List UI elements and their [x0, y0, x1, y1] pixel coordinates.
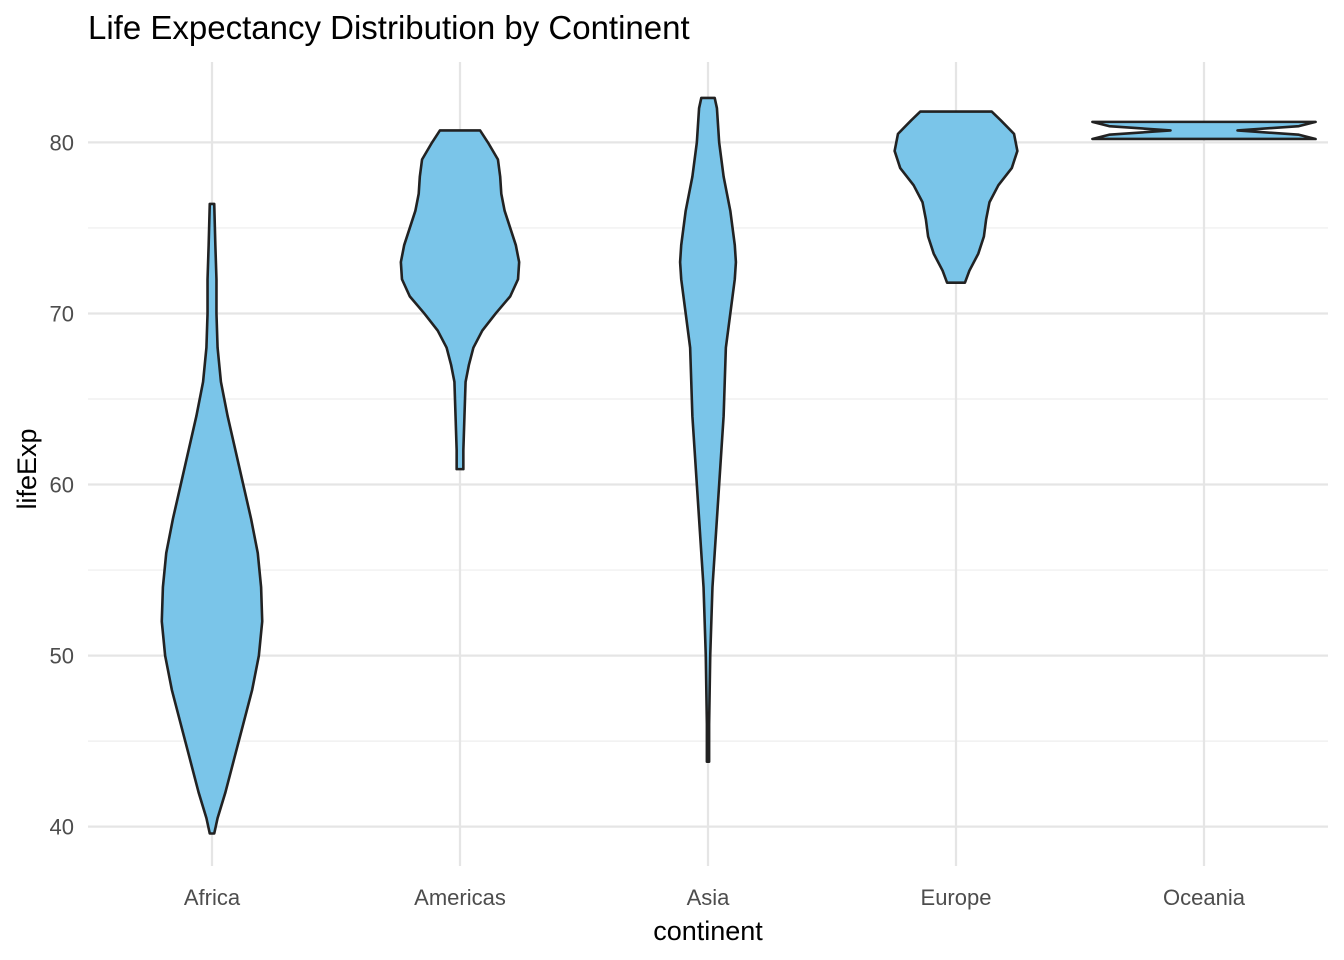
violin-oceania [1091, 120, 1317, 141]
x-tick-label: Africa [184, 885, 241, 910]
violin-americas [399, 129, 521, 471]
x-tick-label: Oceania [1163, 885, 1246, 910]
x-tick-label: Europe [921, 885, 992, 910]
y-tick-label: 70 [50, 301, 74, 326]
chart-title: Life Expectancy Distribution by Continen… [88, 9, 690, 46]
y-tick-label: 50 [50, 644, 74, 669]
x-axis-ticks: Africa Americas Asia Europe Oceania [184, 885, 1246, 910]
violin-africa [160, 202, 264, 835]
y-tick-label: 40 [50, 815, 74, 840]
violin-europe [893, 110, 1019, 284]
x-tick-label: Americas [414, 885, 506, 910]
y-tick-label: 80 [50, 130, 74, 155]
violin-layer [160, 96, 1317, 835]
y-tick-label: 60 [50, 473, 74, 498]
y-axis-title: lifeExp [12, 428, 42, 509]
x-axis-title: continent [653, 916, 763, 946]
x-tick-label: Asia [687, 885, 731, 910]
y-axis-ticks: 40 50 60 70 80 [50, 130, 74, 839]
violin-asia [678, 96, 738, 763]
